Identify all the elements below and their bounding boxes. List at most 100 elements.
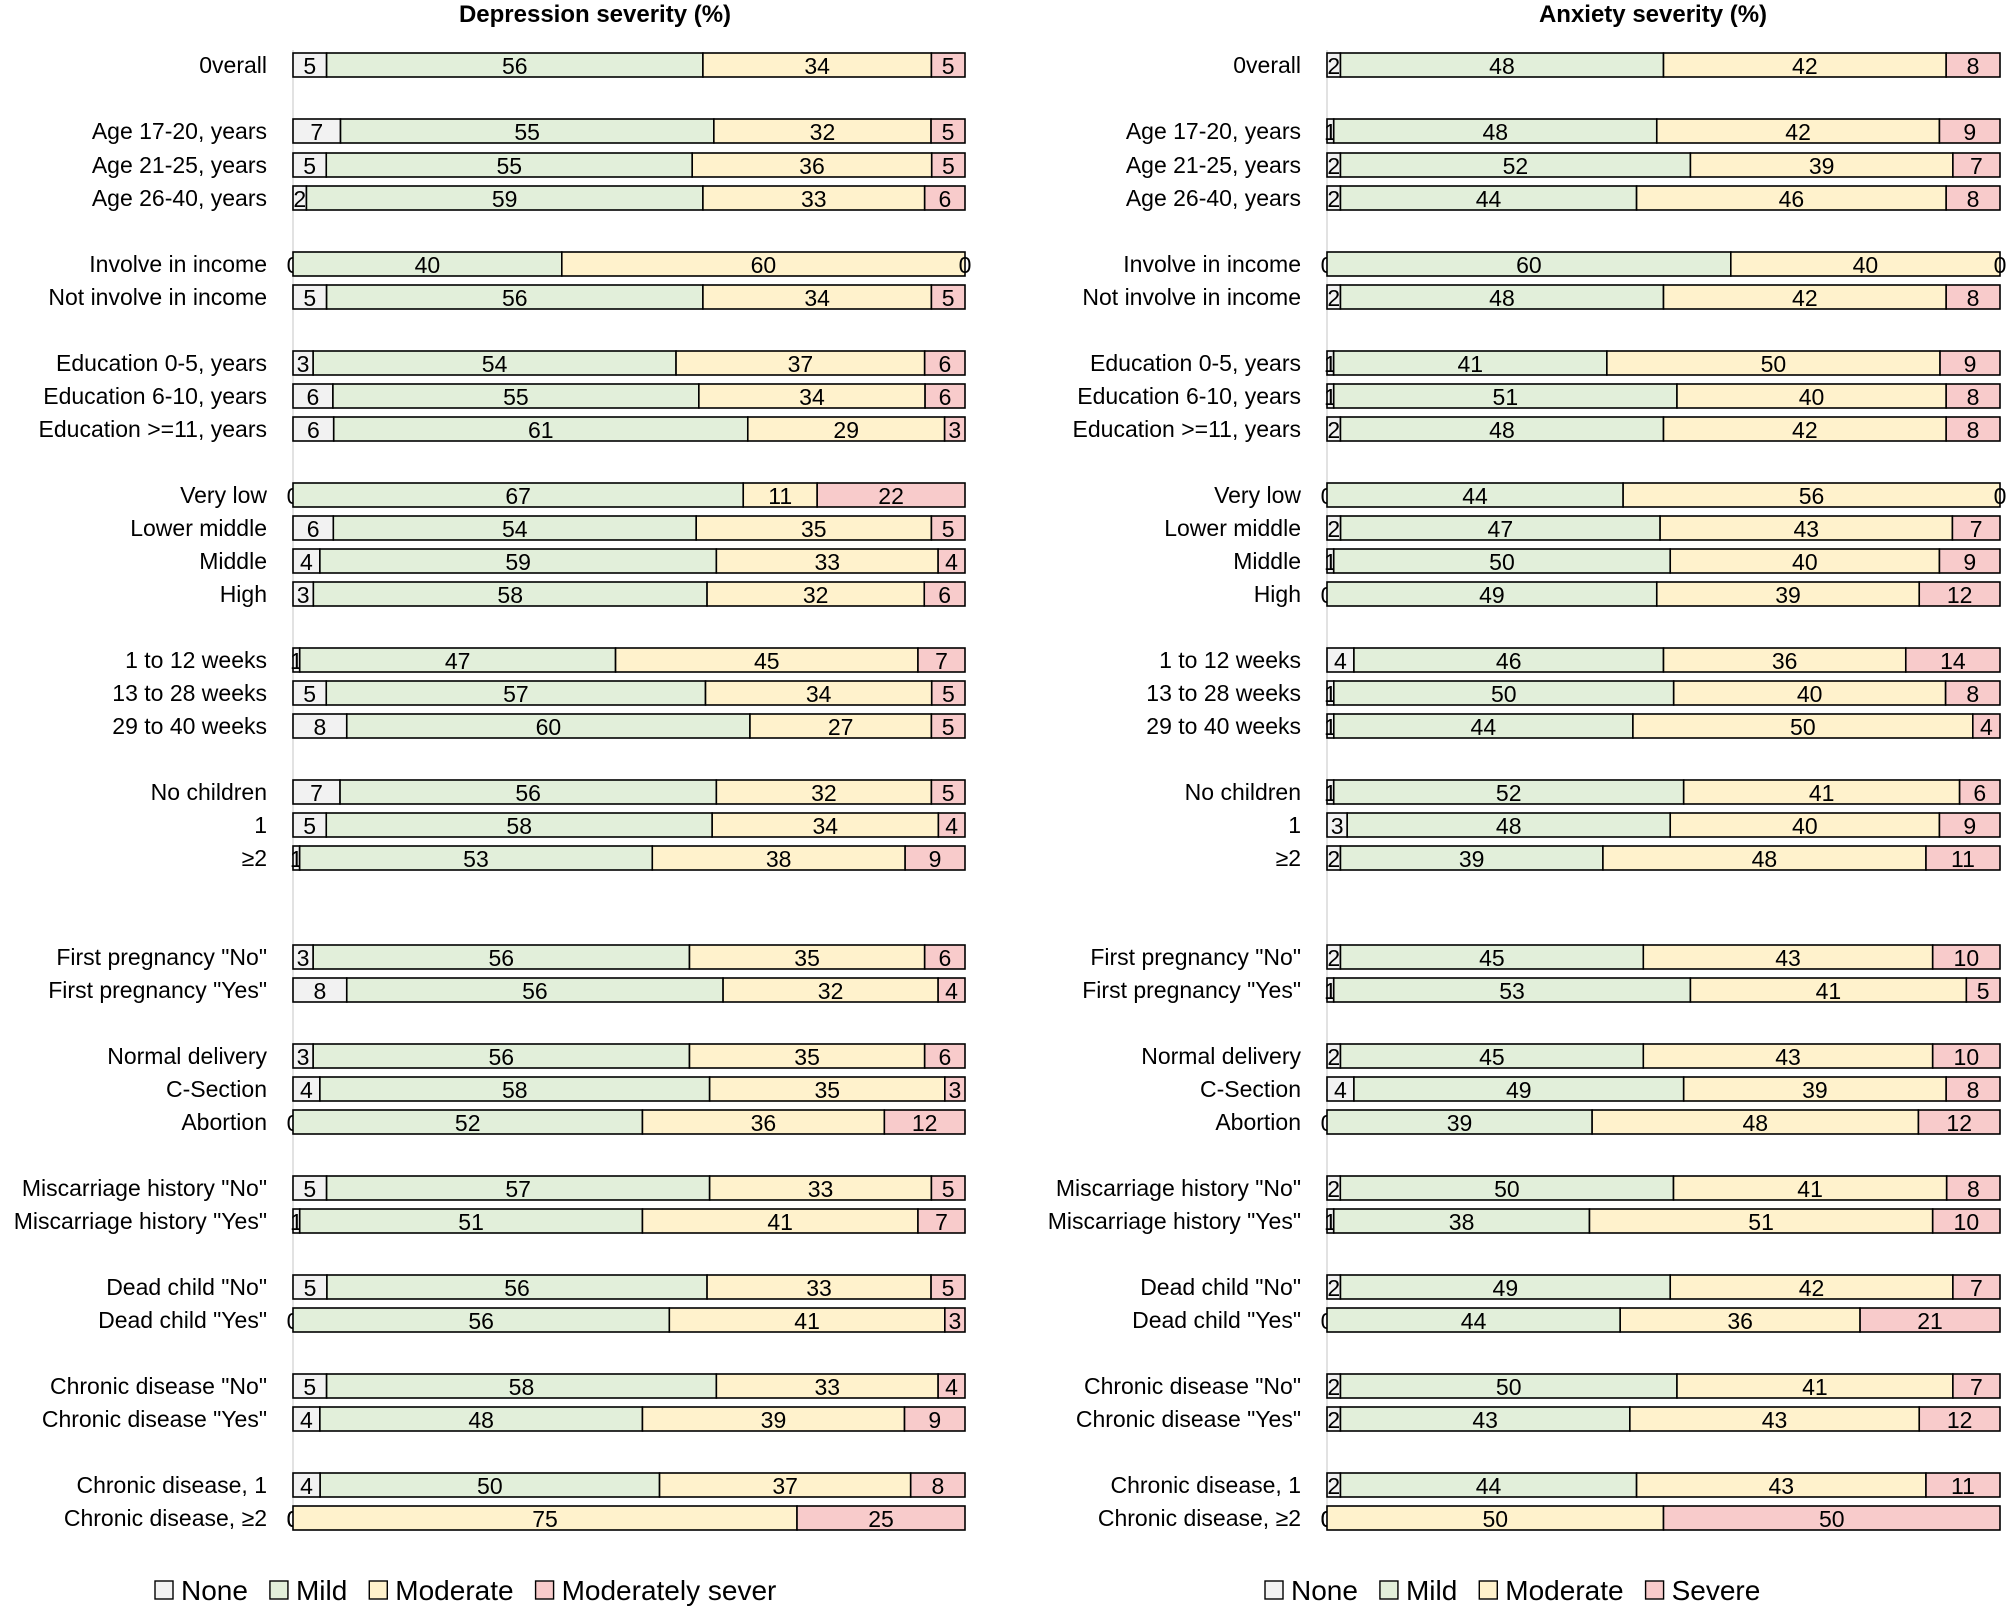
category-label: Normal delivery	[1141, 1043, 1301, 1069]
data-label: 47	[1488, 516, 1514, 542]
data-label: 56	[522, 978, 548, 1004]
data-label: 50	[1790, 714, 1816, 740]
bar-segment-mild	[1332, 118, 1658, 144]
data-label: 2	[293, 186, 306, 212]
bar-segment-moderate	[708, 1076, 946, 1102]
data-label: 2	[1327, 417, 1340, 443]
category-label: 13 to 28 weeks	[1146, 680, 1301, 706]
data-label: 5	[303, 285, 316, 311]
data-label: 7	[935, 648, 948, 674]
data-label: 2	[1327, 153, 1340, 179]
bar-segment-severe	[1925, 845, 2001, 871]
bar-segment-moderately-sever	[930, 1274, 966, 1300]
data-label: 36	[799, 153, 825, 179]
bar-segment-severe	[1917, 1109, 2001, 1135]
bar-segment-moderately-sever	[937, 812, 966, 838]
bar-segment-moderate	[1662, 52, 1947, 78]
data-label: 39	[761, 1407, 787, 1433]
bar-segment-mild	[298, 1208, 644, 1234]
bar-segment-mild	[1353, 1076, 1685, 1102]
data-label: 56	[504, 1275, 530, 1301]
data-label: 8	[1967, 186, 1980, 212]
data-label: 35	[794, 945, 820, 971]
data-label: 48	[1489, 417, 1515, 443]
data-label: 6	[1973, 780, 1986, 806]
data-label: 52	[1496, 780, 1522, 806]
bar-segment-moderate	[704, 680, 933, 706]
bar-segment-none	[292, 713, 348, 739]
bar-segment-moderate	[668, 1307, 946, 1333]
bar-segment-moderately-sever	[904, 845, 966, 871]
data-label: 6	[938, 582, 951, 608]
data-label: 5	[942, 780, 955, 806]
bar-segment-mild	[1339, 1406, 1631, 1432]
data-label: 56	[502, 285, 528, 311]
data-label: 39	[1459, 846, 1485, 872]
data-label: 43	[1762, 1407, 1788, 1433]
data-label: 4	[1334, 1077, 1347, 1103]
data-label: 6	[307, 384, 320, 410]
bar-segment-moderately-sever	[930, 118, 966, 144]
data-label: 33	[806, 1275, 832, 1301]
bar-segment-severe	[1662, 1505, 2001, 1531]
data-label: 11	[1951, 1473, 1975, 1499]
data-label: 2	[1327, 1473, 1340, 1499]
bar-segment-moderately-sever	[944, 1307, 966, 1333]
data-label: 36	[1727, 1308, 1753, 1334]
category-label: Lower middle	[130, 515, 267, 541]
data-label: 47	[445, 648, 471, 674]
data-label: 40	[415, 252, 441, 278]
bar-segment-moderate	[1642, 944, 1934, 970]
bar-segment-moderate	[641, 1208, 919, 1234]
data-label: 35	[801, 516, 827, 542]
data-label: 42	[1792, 417, 1818, 443]
data-label: 8	[313, 978, 326, 1004]
data-label: 60	[751, 252, 777, 278]
bar-segment-moderately-sever	[909, 1472, 966, 1498]
data-label: 9	[1964, 351, 1977, 377]
bar-segment-moderate	[711, 812, 940, 838]
bar-segment-moderately-sever	[930, 1175, 966, 1201]
bar-segment-moderate	[691, 152, 933, 178]
data-label: 8	[1967, 384, 1980, 410]
data-label: 57	[505, 1176, 531, 1202]
legend-label: None	[1291, 1575, 1358, 1606]
data-label: 41	[1816, 978, 1842, 1004]
category-label: Chronic disease, ≥2	[1098, 1505, 1301, 1531]
category-label: 1 to 12 weeks	[1159, 647, 1301, 673]
data-label: 0	[1994, 483, 2007, 509]
data-label: 2	[1327, 1407, 1340, 1433]
category-label: High	[1254, 581, 1301, 607]
data-label: 33	[814, 549, 840, 575]
bar-segment-mild	[1353, 647, 1665, 673]
category-label: Middle	[1233, 548, 1301, 574]
data-label: 55	[514, 119, 540, 145]
data-label: 41	[1809, 780, 1835, 806]
bar-segment-moderately-sever	[903, 1406, 966, 1432]
category-label: 1	[1288, 812, 1301, 838]
bar-segment-mild	[325, 52, 704, 78]
category-label: Lower middle	[1164, 515, 1301, 541]
bar-segment-moderate	[715, 1373, 939, 1399]
bar-segment-severe	[1931, 1208, 2001, 1234]
category-label: C-Section	[166, 1076, 267, 1102]
bar-segment-moderately-sever	[917, 1208, 966, 1234]
category-label: Not involve in income	[48, 284, 267, 310]
bar-segment-severe	[1938, 548, 2001, 574]
bar-segment-moderate	[698, 383, 926, 409]
data-label: 49	[1493, 1275, 1519, 1301]
data-label: 67	[505, 483, 531, 509]
data-label: 8	[1967, 417, 1980, 443]
data-label: 3	[297, 945, 310, 971]
bar-segment-none	[292, 383, 334, 409]
data-label: 2	[1327, 186, 1340, 212]
category-label: ≥2	[242, 845, 267, 871]
data-label: 10	[1954, 945, 1980, 971]
bar-segment-mild	[298, 845, 654, 871]
data-label: 25	[868, 1506, 894, 1532]
bar-segment-moderate	[641, 1109, 886, 1135]
data-label: 29	[833, 417, 859, 443]
bar-segment-mild	[1339, 152, 1692, 178]
